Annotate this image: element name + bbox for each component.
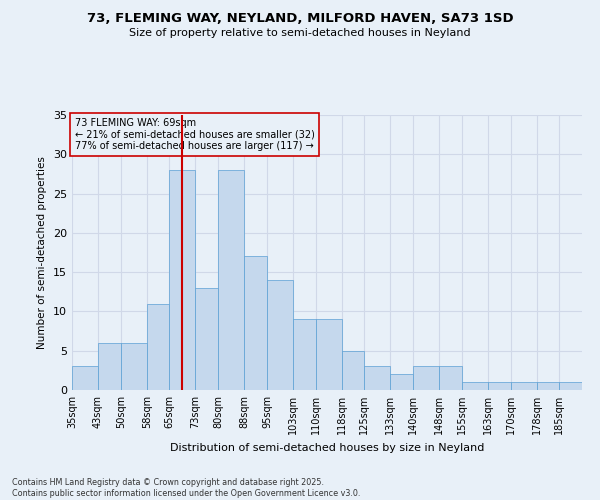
- Bar: [536, 382, 559, 390]
- Bar: [341, 350, 364, 390]
- Bar: [293, 320, 316, 390]
- Text: 73 FLEMING WAY: 69sqm
← 21% of semi-detached houses are smaller (32)
77% of semi: 73 FLEMING WAY: 69sqm ← 21% of semi-deta…: [74, 118, 314, 151]
- Bar: [72, 366, 98, 390]
- Bar: [391, 374, 413, 390]
- Text: Size of property relative to semi-detached houses in Neyland: Size of property relative to semi-detach…: [129, 28, 471, 38]
- Bar: [98, 343, 121, 390]
- Text: Contains HM Land Registry data © Crown copyright and database right 2025.
Contai: Contains HM Land Registry data © Crown c…: [12, 478, 361, 498]
- Bar: [196, 288, 218, 390]
- Bar: [244, 256, 267, 390]
- Bar: [169, 170, 196, 390]
- Bar: [559, 382, 582, 390]
- Bar: [121, 343, 147, 390]
- Bar: [147, 304, 169, 390]
- Bar: [488, 382, 511, 390]
- Bar: [413, 366, 439, 390]
- Bar: [267, 280, 293, 390]
- Text: 73, FLEMING WAY, NEYLAND, MILFORD HAVEN, SA73 1SD: 73, FLEMING WAY, NEYLAND, MILFORD HAVEN,…: [86, 12, 514, 26]
- Bar: [316, 320, 341, 390]
- Bar: [218, 170, 244, 390]
- Bar: [364, 366, 391, 390]
- Bar: [439, 366, 462, 390]
- Y-axis label: Number of semi-detached properties: Number of semi-detached properties: [37, 156, 47, 349]
- Bar: [511, 382, 536, 390]
- Bar: [462, 382, 488, 390]
- X-axis label: Distribution of semi-detached houses by size in Neyland: Distribution of semi-detached houses by …: [170, 442, 484, 452]
